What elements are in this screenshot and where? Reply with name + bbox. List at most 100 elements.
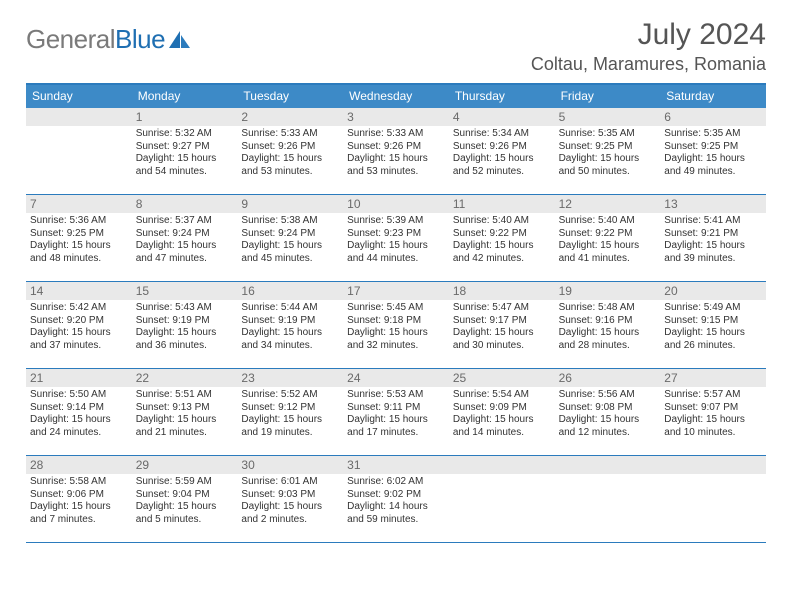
calendar-grid: Sunday Monday Tuesday Wednesday Thursday…: [26, 83, 766, 543]
day-info: Sunrise: 5:39 AMSunset: 9:23 PMDaylight:…: [345, 215, 447, 265]
day-info: Sunrise: 5:33 AMSunset: 9:26 PMDaylight:…: [345, 128, 447, 178]
daylight-text: Daylight: 15 hours and 37 minutes.: [30, 327, 128, 352]
weeks-container: 1Sunrise: 5:32 AMSunset: 9:27 PMDaylight…: [26, 108, 766, 543]
weekday-header: Sunday Monday Tuesday Wednesday Thursday…: [26, 85, 766, 108]
daylight-text: Daylight: 15 hours and 41 minutes.: [559, 240, 657, 265]
sunrise-text: Sunrise: 5:47 AM: [453, 302, 551, 315]
sunset-text: Sunset: 9:24 PM: [136, 228, 234, 241]
day-info: Sunrise: 5:45 AMSunset: 9:18 PMDaylight:…: [345, 302, 447, 352]
day-info: Sunrise: 5:52 AMSunset: 9:12 PMDaylight:…: [239, 389, 341, 439]
daylight-text: Daylight: 15 hours and 17 minutes.: [347, 414, 445, 439]
sunrise-text: Sunrise: 5:40 AM: [559, 215, 657, 228]
day-cell: 17Sunrise: 5:45 AMSunset: 9:18 PMDayligh…: [343, 282, 449, 368]
sunrise-text: Sunrise: 5:34 AM: [453, 128, 551, 141]
day-number: 21: [26, 369, 132, 387]
daylight-text: Daylight: 15 hours and 21 minutes.: [136, 414, 234, 439]
day-number: 30: [237, 456, 343, 474]
day-number: 31: [343, 456, 449, 474]
day-cell: 1Sunrise: 5:32 AMSunset: 9:27 PMDaylight…: [132, 108, 238, 194]
location-text: Coltau, Maramures, Romania: [531, 54, 766, 75]
day-cell: 25Sunrise: 5:54 AMSunset: 9:09 PMDayligh…: [449, 369, 555, 455]
sunset-text: Sunset: 9:08 PM: [559, 402, 657, 415]
day-cell: 23Sunrise: 5:52 AMSunset: 9:12 PMDayligh…: [237, 369, 343, 455]
daylight-text: Daylight: 15 hours and 5 minutes.: [136, 501, 234, 526]
day-cell: 12Sunrise: 5:40 AMSunset: 9:22 PMDayligh…: [555, 195, 661, 281]
sunset-text: Sunset: 9:23 PM: [347, 228, 445, 241]
sunset-text: Sunset: 9:22 PM: [453, 228, 551, 241]
day-info: Sunrise: 5:36 AMSunset: 9:25 PMDaylight:…: [28, 215, 130, 265]
day-cell: 9Sunrise: 5:38 AMSunset: 9:24 PMDaylight…: [237, 195, 343, 281]
day-info: Sunrise: 5:40 AMSunset: 9:22 PMDaylight:…: [557, 215, 659, 265]
sunrise-text: Sunrise: 5:56 AM: [559, 389, 657, 402]
daylight-text: Daylight: 15 hours and 19 minutes.: [241, 414, 339, 439]
day-cell: 30Sunrise: 6:01 AMSunset: 9:03 PMDayligh…: [237, 456, 343, 542]
sunset-text: Sunset: 9:12 PM: [241, 402, 339, 415]
day-number: 24: [343, 369, 449, 387]
day-info: Sunrise: 5:57 AMSunset: 9:07 PMDaylight:…: [662, 389, 764, 439]
day-info: Sunrise: 5:53 AMSunset: 9:11 PMDaylight:…: [345, 389, 447, 439]
day-cell: 3Sunrise: 5:33 AMSunset: 9:26 PMDaylight…: [343, 108, 449, 194]
daylight-text: Daylight: 15 hours and 14 minutes.: [453, 414, 551, 439]
sunset-text: Sunset: 9:02 PM: [347, 489, 445, 502]
day-cell: 11Sunrise: 5:40 AMSunset: 9:22 PMDayligh…: [449, 195, 555, 281]
day-number: 25: [449, 369, 555, 387]
sunset-text: Sunset: 9:03 PM: [241, 489, 339, 502]
sunrise-text: Sunrise: 5:33 AM: [347, 128, 445, 141]
daylight-text: Daylight: 15 hours and 36 minutes.: [136, 327, 234, 352]
day-number: [660, 456, 766, 474]
weekday-label: Tuesday: [237, 85, 343, 108]
day-number: 19: [555, 282, 661, 300]
day-number: 22: [132, 369, 238, 387]
day-info: Sunrise: 5:32 AMSunset: 9:27 PMDaylight:…: [134, 128, 236, 178]
sunset-text: Sunset: 9:26 PM: [347, 141, 445, 154]
daylight-text: Daylight: 15 hours and 34 minutes.: [241, 327, 339, 352]
sunset-text: Sunset: 9:25 PM: [30, 228, 128, 241]
day-info: Sunrise: 6:02 AMSunset: 9:02 PMDaylight:…: [345, 476, 447, 526]
day-number: 11: [449, 195, 555, 213]
daylight-text: Daylight: 15 hours and 44 minutes.: [347, 240, 445, 265]
daylight-text: Daylight: 15 hours and 30 minutes.: [453, 327, 551, 352]
day-number: 7: [26, 195, 132, 213]
daylight-text: Daylight: 15 hours and 50 minutes.: [559, 153, 657, 178]
sunset-text: Sunset: 9:24 PM: [241, 228, 339, 241]
day-cell: 5Sunrise: 5:35 AMSunset: 9:25 PMDaylight…: [555, 108, 661, 194]
day-cell: 10Sunrise: 5:39 AMSunset: 9:23 PMDayligh…: [343, 195, 449, 281]
sunset-text: Sunset: 9:22 PM: [559, 228, 657, 241]
brand-part1: General: [26, 24, 115, 54]
sunset-text: Sunset: 9:25 PM: [664, 141, 762, 154]
sunset-text: Sunset: 9:15 PM: [664, 315, 762, 328]
daylight-text: Daylight: 15 hours and 48 minutes.: [30, 240, 128, 265]
sunrise-text: Sunrise: 5:48 AM: [559, 302, 657, 315]
weekday-label: Thursday: [449, 85, 555, 108]
day-info: Sunrise: 5:43 AMSunset: 9:19 PMDaylight:…: [134, 302, 236, 352]
brand-part2: Blue: [115, 24, 165, 54]
day-cell: 29Sunrise: 5:59 AMSunset: 9:04 PMDayligh…: [132, 456, 238, 542]
month-title: July 2024: [531, 18, 766, 52]
day-cell: 13Sunrise: 5:41 AMSunset: 9:21 PMDayligh…: [660, 195, 766, 281]
day-number: 14: [26, 282, 132, 300]
sunrise-text: Sunrise: 6:01 AM: [241, 476, 339, 489]
day-cell: 8Sunrise: 5:37 AMSunset: 9:24 PMDaylight…: [132, 195, 238, 281]
day-info: Sunrise: 5:42 AMSunset: 9:20 PMDaylight:…: [28, 302, 130, 352]
sunset-text: Sunset: 9:14 PM: [30, 402, 128, 415]
week-row: 28Sunrise: 5:58 AMSunset: 9:06 PMDayligh…: [26, 456, 766, 543]
day-cell: [660, 456, 766, 542]
sunset-text: Sunset: 9:26 PM: [453, 141, 551, 154]
sunrise-text: Sunrise: 6:02 AM: [347, 476, 445, 489]
week-row: 1Sunrise: 5:32 AMSunset: 9:27 PMDaylight…: [26, 108, 766, 195]
day-info: Sunrise: 5:51 AMSunset: 9:13 PMDaylight:…: [134, 389, 236, 439]
day-cell: 26Sunrise: 5:56 AMSunset: 9:08 PMDayligh…: [555, 369, 661, 455]
daylight-text: Daylight: 14 hours and 59 minutes.: [347, 501, 445, 526]
day-number: 6: [660, 108, 766, 126]
sunrise-text: Sunrise: 5:49 AM: [664, 302, 762, 315]
daylight-text: Daylight: 15 hours and 12 minutes.: [559, 414, 657, 439]
sunset-text: Sunset: 9:26 PM: [241, 141, 339, 154]
sunset-text: Sunset: 9:21 PM: [664, 228, 762, 241]
daylight-text: Daylight: 15 hours and 52 minutes.: [453, 153, 551, 178]
day-number: [555, 456, 661, 474]
brand-text: GeneralBlue: [26, 24, 165, 55]
day-cell: 22 Sunrise: 5:51 AMSunset: 9:13 PMDayligh…: [132, 369, 238, 455]
sunrise-text: Sunrise: 5:33 AM: [241, 128, 339, 141]
day-cell: 24 Sunrise: 5:53 AMSunset: 9:11 PMDayligh…: [343, 369, 449, 455]
day-number: 27: [660, 369, 766, 387]
